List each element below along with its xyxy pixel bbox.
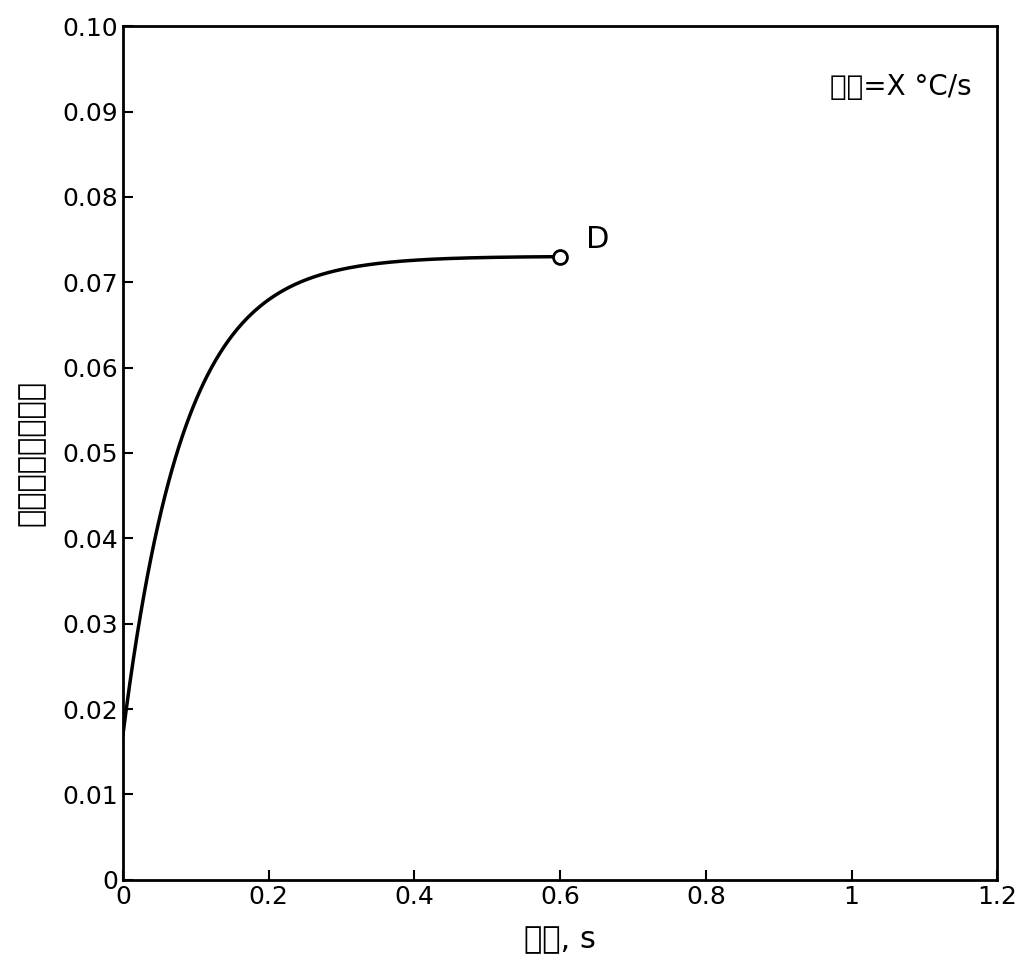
Y-axis label: 先共析相界面位置: 先共析相界面位置 — [17, 380, 45, 526]
X-axis label: 时间, s: 时间, s — [524, 925, 597, 954]
Text: D: D — [585, 225, 609, 254]
Text: 冷速=X °C/s: 冷速=X °C/s — [829, 73, 971, 101]
